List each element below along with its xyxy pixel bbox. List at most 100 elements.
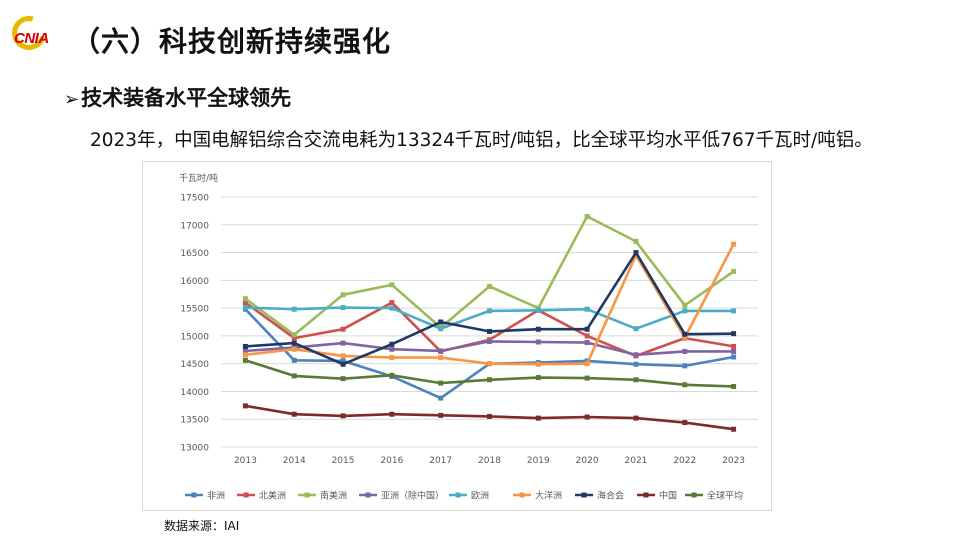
legend-label: 大洋洲 (535, 490, 562, 502)
x-tick-label: 2020 (576, 456, 599, 466)
data-point (633, 415, 639, 421)
section-heading: ➢技术装备水平全球领先 (64, 82, 291, 112)
data-point (242, 343, 248, 349)
data-point (389, 305, 395, 311)
data-point (487, 308, 492, 314)
data-point (389, 346, 395, 352)
y-tick-label: 15500 (180, 305, 209, 315)
data-point (633, 377, 639, 383)
legend-label: 非洲 (207, 490, 225, 502)
data-point (340, 292, 346, 298)
data-point (682, 308, 688, 314)
data-point (731, 426, 737, 432)
data-point (487, 328, 492, 334)
data-point (242, 300, 248, 306)
data-point (682, 331, 688, 337)
data-point (389, 341, 395, 347)
data-point (340, 326, 346, 332)
data-point (682, 348, 688, 354)
legend-swatch-marker (191, 492, 197, 498)
data-point (340, 340, 346, 346)
data-point (291, 411, 297, 417)
data-point (584, 340, 590, 346)
data-point (584, 361, 590, 367)
data-point (438, 395, 444, 401)
data-point (535, 361, 541, 367)
x-tick-label: 2013 (234, 456, 257, 466)
legend-swatch-marker (304, 492, 310, 498)
data-point (242, 357, 248, 363)
y-tick-label: 14000 (180, 388, 209, 398)
data-point (633, 238, 639, 244)
data-point (340, 353, 346, 359)
section-heading-text: 技术装备水平全球领先 (81, 86, 292, 110)
y-tick-label: 16000 (180, 277, 209, 287)
data-point (389, 282, 395, 288)
data-point (291, 373, 297, 379)
data-point (584, 306, 590, 312)
data-point (340, 305, 346, 311)
legend-swatch-marker (691, 492, 697, 498)
data-point (731, 268, 737, 274)
page-title: （六）科技创新持续强化 (72, 25, 392, 58)
y-tick-label: 13000 (180, 444, 209, 454)
data-point (487, 377, 492, 383)
data-point (242, 296, 248, 302)
data-point (340, 413, 346, 419)
data-point (438, 380, 444, 386)
data-point (584, 414, 590, 420)
y-tick-label: 17500 (180, 194, 209, 204)
data-point (731, 241, 737, 247)
cnia-logo: CNIA (5, 9, 62, 58)
legend-label: 亚洲（除中国） (381, 490, 444, 502)
data-point (340, 376, 346, 382)
data-point (438, 412, 444, 418)
data-point (438, 319, 444, 325)
y-tick-label: 13500 (180, 416, 209, 426)
data-point (535, 339, 541, 345)
data-point (731, 348, 737, 354)
y-tick-label: 17000 (180, 221, 209, 231)
data-point (584, 333, 590, 339)
data-point (682, 335, 688, 341)
chart-container: 千瓦时/吨 13000 13500 14000 14500 15000 15500 16000… (142, 161, 772, 511)
y-tick-label: 15000 (180, 332, 209, 342)
data-point (291, 357, 297, 363)
data-point (731, 308, 737, 314)
data-point (487, 413, 492, 419)
data-point (438, 348, 444, 354)
data-point (731, 343, 737, 349)
data-point (584, 213, 590, 219)
data-point (340, 361, 346, 367)
legend-swatch-marker (519, 492, 525, 498)
legend-label: 北美洲 (259, 490, 286, 502)
y-axis-label: 千瓦时/吨 (179, 172, 218, 184)
data-point (633, 326, 639, 332)
legend-swatch-marker (365, 492, 371, 498)
data-point (633, 252, 639, 258)
y-tick-label: 16500 (180, 249, 209, 259)
x-tick-label: 2015 (332, 456, 355, 466)
x-tick-label: 2014 (283, 456, 306, 466)
legend-swatch-marker (455, 492, 461, 498)
legend-swatch-marker (243, 492, 249, 498)
data-point (487, 283, 492, 289)
y-tick-label: 14500 (180, 360, 209, 370)
description-text: 2023年，中国电解铝综合交流电耗为13324千瓦时/吨铝，比全球平均水平低76… (90, 130, 873, 151)
data-point (291, 332, 297, 338)
x-tick-label: 2018 (478, 456, 501, 466)
data-point (633, 250, 639, 256)
data-point (535, 326, 541, 332)
legend-label: 欧洲 (471, 490, 489, 502)
data-point (291, 340, 297, 346)
x-tick-label: 2021 (625, 456, 648, 466)
x-tick-label: 2023 (722, 456, 745, 466)
logo-text: CNIA (14, 30, 49, 47)
data-point (242, 403, 248, 409)
data-point (584, 375, 590, 381)
data-point (731, 383, 737, 389)
data-point (487, 338, 492, 344)
data-point (731, 331, 737, 337)
data-point (389, 411, 395, 417)
legend-label: 全球平均 (707, 490, 743, 502)
